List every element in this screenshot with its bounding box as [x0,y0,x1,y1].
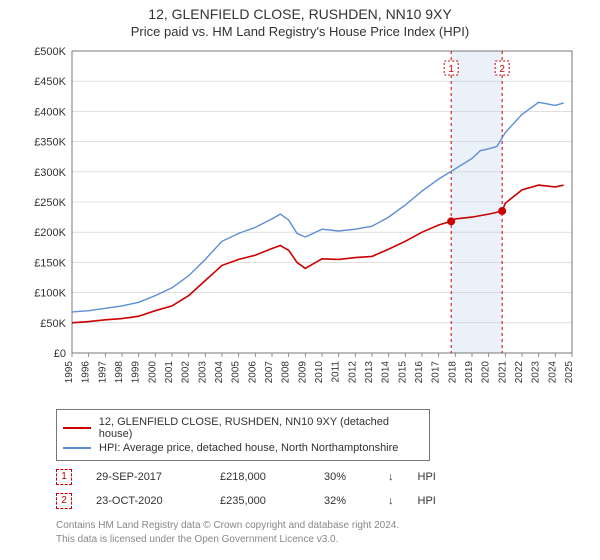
svg-text:2012: 2012 [347,361,358,384]
svg-text:1995: 1995 [64,361,75,384]
svg-text:£0: £0 [54,348,66,360]
svg-text:2020: 2020 [481,361,492,384]
chart-title: 12, GLENFIELD CLOSE, RUSHDEN, NN10 9XY [0,0,600,22]
svg-text:1998: 1998 [114,361,125,384]
svg-text:£250K: £250K [34,197,66,209]
svg-text:£50K: £50K [40,318,66,330]
svg-text:2019: 2019 [464,361,475,384]
tx-date: 23-OCT-2020 [96,495,196,507]
svg-text:2016: 2016 [414,361,425,384]
legend-item: 12, GLENFIELD CLOSE, RUSHDEN, NN10 9XY (… [63,416,423,440]
svg-text:£500K: £500K [34,46,66,58]
svg-text:2010: 2010 [314,361,325,384]
svg-text:2005: 2005 [231,361,242,384]
tx-date: 29-SEP-2017 [96,471,196,483]
tx-price: £235,000 [220,495,300,507]
svg-text:2025: 2025 [564,361,575,384]
svg-text:2006: 2006 [247,361,258,384]
chart-area: £0 £50K £100K £150K £200K £250K £300K £350K £400… [20,43,580,403]
svg-text:2009: 2009 [297,361,308,384]
chart-subtitle: Price paid vs. HM Land Registry's House … [0,22,600,43]
tx-marker: 2 [56,493,72,509]
svg-text:£300K: £300K [34,167,66,179]
attribution-text: Contains HM Land Registry data © Crown c… [56,519,600,546]
tx-price: £218,000 [220,471,300,483]
svg-text:2017: 2017 [431,361,442,384]
svg-text:2014: 2014 [381,361,392,384]
svg-text:£400K: £400K [34,106,66,118]
legend-item: HPI: Average price, detached house, Nort… [63,442,423,454]
svg-text:2: 2 [499,64,505,75]
svg-text:2001: 2001 [164,361,175,384]
tx-pct: 32% [324,495,364,507]
transaction-row: 2 23-OCT-2020 £235,000 32% ↓ HPI [56,493,600,509]
chart-svg: £0 £50K £100K £150K £200K £250K £300K £350K £400… [20,43,580,403]
figure-root: 12, GLENFIELD CLOSE, RUSHDEN, NN10 9XY P… [0,0,600,560]
svg-text:2007: 2007 [264,361,275,384]
tx-pct: 30% [324,471,364,483]
svg-text:2003: 2003 [197,361,208,384]
svg-text:2008: 2008 [281,361,292,384]
svg-text:2002: 2002 [181,361,192,384]
svg-text:2004: 2004 [214,361,225,384]
svg-text:£150K: £150K [34,257,66,269]
svg-text:2021: 2021 [497,361,508,384]
svg-text:£450K: £450K [34,76,66,88]
svg-text:2023: 2023 [531,361,542,384]
legend-box: 12, GLENFIELD CLOSE, RUSHDEN, NN10 9XY (… [56,409,430,461]
svg-text:1999: 1999 [131,361,142,384]
svg-text:2011: 2011 [331,361,342,383]
legend-label: 12, GLENFIELD CLOSE, RUSHDEN, NN10 9XY (… [99,416,423,440]
svg-text:£350K: £350K [34,137,66,149]
svg-text:1996: 1996 [81,361,92,384]
legend-swatch [63,427,91,429]
legend-label: HPI: Average price, detached house, Nort… [99,442,398,454]
down-arrow-icon: ↓ [388,495,394,507]
transaction-row: 1 29-SEP-2017 £218,000 30% ↓ HPI [56,469,600,485]
tx-note: HPI [418,471,436,483]
tx-note: HPI [418,495,436,507]
svg-text:2000: 2000 [147,361,158,384]
svg-text:2024: 2024 [547,361,558,384]
svg-text:2022: 2022 [514,361,525,384]
attribution-line: This data is licensed under the Open Gov… [56,533,600,547]
svg-text:2013: 2013 [364,361,375,384]
legend-swatch [63,447,91,449]
tx-marker: 1 [56,469,72,485]
svg-text:£100K: £100K [34,288,66,300]
attribution-line: Contains HM Land Registry data © Crown c… [56,519,600,533]
svg-text:1997: 1997 [97,361,108,384]
transactions-list: 1 29-SEP-2017 £218,000 30% ↓ HPI 2 23-OCT-2020 £… [0,469,600,509]
svg-text:2018: 2018 [447,361,458,384]
svg-text:£200K: £200K [34,227,66,239]
down-arrow-icon: ↓ [388,471,394,483]
svg-text:2015: 2015 [397,361,408,384]
svg-text:1: 1 [448,64,454,75]
